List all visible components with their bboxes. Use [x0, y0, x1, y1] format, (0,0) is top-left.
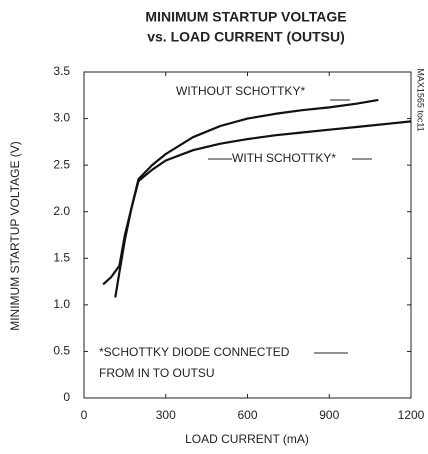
x-tick-label: 600 — [237, 408, 257, 422]
y-tick-label: 3.0 — [53, 111, 70, 125]
series-line — [102, 120, 412, 286]
x-tick-label: 1200 — [398, 408, 425, 422]
note: *SCHOTTKY DIODE CONNECTED — [99, 345, 290, 359]
x-tick-label: 0 — [81, 408, 88, 422]
side-label: MAX1565 toc11 — [416, 68, 426, 131]
y-tick-label: 0 — [63, 390, 70, 404]
x-tick-label: 900 — [319, 408, 339, 422]
y-tick-label: 3.5 — [53, 64, 70, 78]
y-tick-label: 1.5 — [53, 250, 70, 264]
note: FROM IN TO OUTSU — [99, 366, 215, 380]
x-tick-label: 300 — [156, 408, 176, 422]
y-tick-label: 2.5 — [53, 157, 70, 171]
chart-title: vs. LOAD CURRENT (OUTSU) — [147, 29, 345, 45]
series-label: WITHOUT SCHOTTKY* — [176, 84, 305, 98]
y-axis-label: MINIMUM STARTUP VOLTAGE (V) — [8, 141, 22, 331]
series-label: WITH SCHOTTKY* — [232, 151, 336, 165]
y-tick-label: 2.0 — [53, 204, 70, 218]
chart-title: MINIMUM STARTUP VOLTAGE — [145, 9, 346, 25]
y-tick-label: 1.0 — [53, 297, 70, 311]
x-axis-label: LOAD CURRENT (mA) — [185, 432, 309, 446]
y-tick-label: 0.5 — [53, 344, 70, 358]
